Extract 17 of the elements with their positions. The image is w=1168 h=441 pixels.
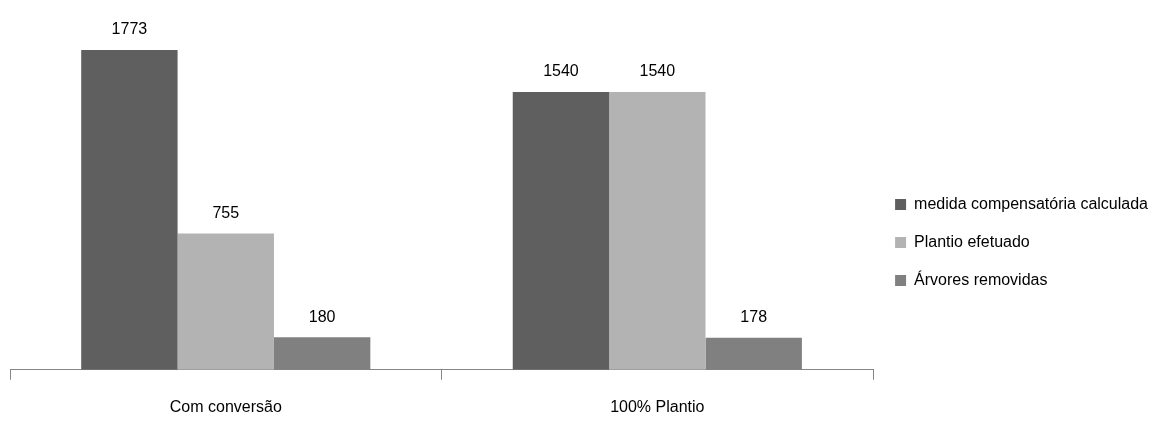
legend-label: Árvores removidas — [914, 269, 1048, 288]
legend-label: Plantio efetuado — [914, 232, 1030, 250]
data-label: 1540 — [639, 62, 676, 80]
bar — [512, 92, 610, 370]
bar — [81, 50, 178, 370]
legend-label: medida compensatória calculada — [914, 194, 1149, 212]
data-label: 1540 — [543, 62, 579, 80]
bar — [705, 337, 802, 370]
bar — [177, 233, 274, 370]
data-label: 755 — [212, 204, 240, 222]
data-label: 178 — [740, 308, 768, 326]
x-tick-label: Com conversão — [169, 397, 282, 415]
data-label: 180 — [308, 307, 336, 325]
data-label: 1773 — [111, 20, 148, 38]
x-tick-label: 100% Plantio — [610, 397, 705, 415]
bar — [273, 337, 371, 370]
bar — [609, 92, 706, 370]
